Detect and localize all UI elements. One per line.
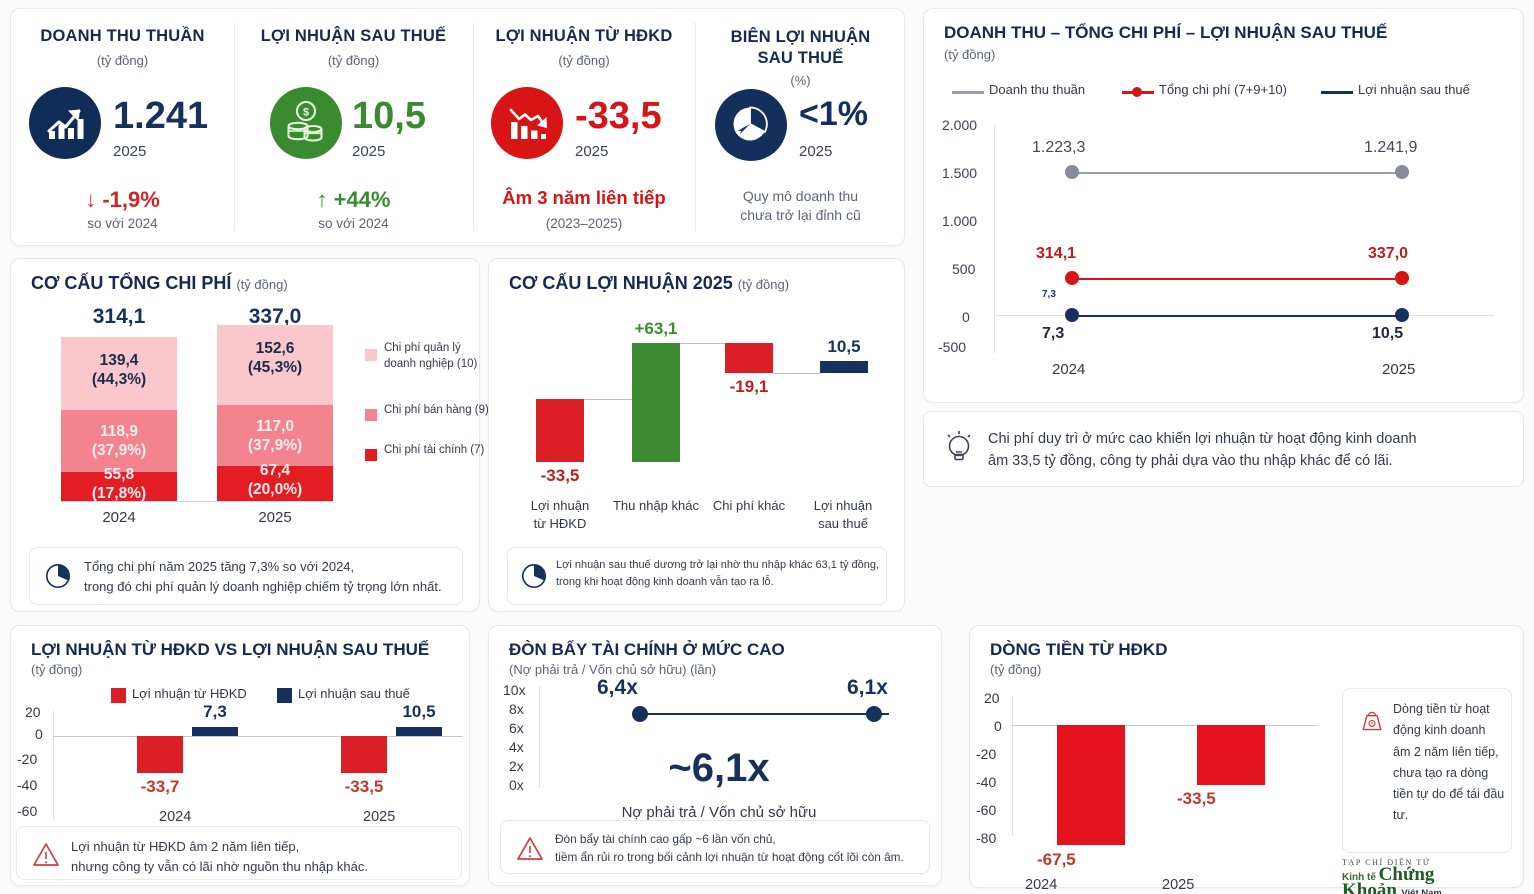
- svg-text:$: $: [303, 107, 309, 119]
- svg-text:$: $: [1371, 722, 1373, 726]
